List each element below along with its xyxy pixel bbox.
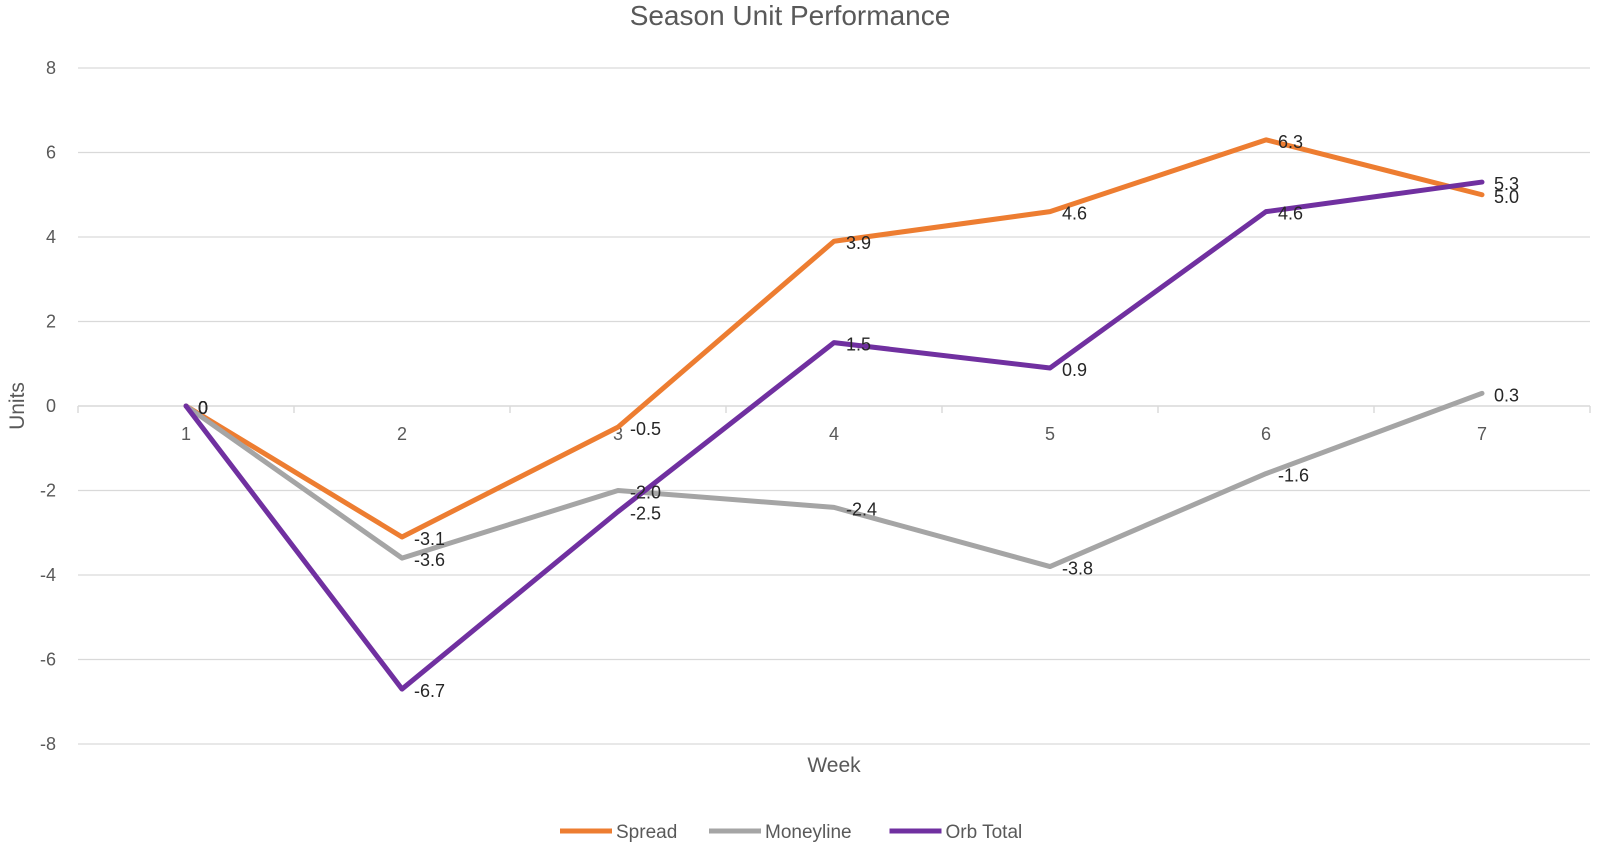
data-label: -3.8 xyxy=(1062,559,1093,579)
data-label: -6.7 xyxy=(414,681,445,701)
series-line-orb-total xyxy=(183,179,1485,692)
gridlines xyxy=(77,67,1591,745)
y-tick-label: 2 xyxy=(46,312,56,332)
data-label: 1.5 xyxy=(846,335,871,355)
y-tick-label: -4 xyxy=(40,565,56,585)
data-label: 5.3 xyxy=(1494,174,1519,194)
y-axis-label: Units xyxy=(6,382,29,430)
data-label: -2.5 xyxy=(630,504,661,524)
chart-title: Season Unit Performance xyxy=(630,0,951,31)
x-tick-label: 6 xyxy=(1261,424,1271,444)
y-tick-label: -2 xyxy=(40,481,56,501)
x-tick-label: 4 xyxy=(829,424,839,444)
x-axis-ticks: 1 2 3 4 5 6 7 xyxy=(181,424,1487,444)
y-axis-ticks: -8 -6 -4 -2 0 2 4 6 8 xyxy=(40,58,56,754)
y-tick-label: 6 xyxy=(46,143,56,163)
data-label: 3.9 xyxy=(846,233,871,253)
data-label: 0.9 xyxy=(1062,360,1087,380)
data-label: 0.3 xyxy=(1494,385,1519,405)
legend-label: Orb Total xyxy=(946,822,1023,843)
series-line-moneyline xyxy=(183,390,1485,570)
data-label: -1.6 xyxy=(1278,466,1309,486)
data-label: 4.6 xyxy=(1062,204,1087,224)
x-tick-label: 1 xyxy=(181,424,191,444)
y-tick-label: -6 xyxy=(40,650,56,670)
data-label: 0 xyxy=(198,398,208,418)
data-label: -2.0 xyxy=(630,483,661,503)
legend-label: Moneyline xyxy=(765,822,852,843)
data-label: 5.0 xyxy=(1494,187,1519,207)
series-line-spread xyxy=(183,137,1485,540)
data-label: -3.6 xyxy=(414,550,445,570)
y-tick-label: 4 xyxy=(46,227,56,247)
x-tick-label: 2 xyxy=(397,424,407,444)
y-tick-label: 8 xyxy=(46,58,56,78)
y-tick-label: -8 xyxy=(40,734,56,754)
x-tick-label: 5 xyxy=(1045,424,1055,444)
data-label: -0.5 xyxy=(630,419,661,439)
x-tick-label: 7 xyxy=(1477,424,1487,444)
data-label: 0 xyxy=(198,398,208,418)
data-labels: 0-3.1-0.53.94.66.35.00-3.6-2.0-2.4-3.8-1… xyxy=(198,132,1519,701)
legend-label: Spread xyxy=(616,822,677,843)
x-axis-label: Week xyxy=(807,754,861,777)
legend: Spread Moneyline Orb Total xyxy=(560,822,1022,843)
y-tick-label: 0 xyxy=(46,396,56,416)
data-label: 6.3 xyxy=(1278,132,1303,152)
data-label: 4.6 xyxy=(1278,204,1303,224)
data-label: -2.4 xyxy=(846,499,877,519)
data-label: 0 xyxy=(198,398,208,418)
series-lines xyxy=(183,137,1485,692)
x-tick-label: 3 xyxy=(613,424,623,444)
data-label: -3.1 xyxy=(414,529,445,549)
